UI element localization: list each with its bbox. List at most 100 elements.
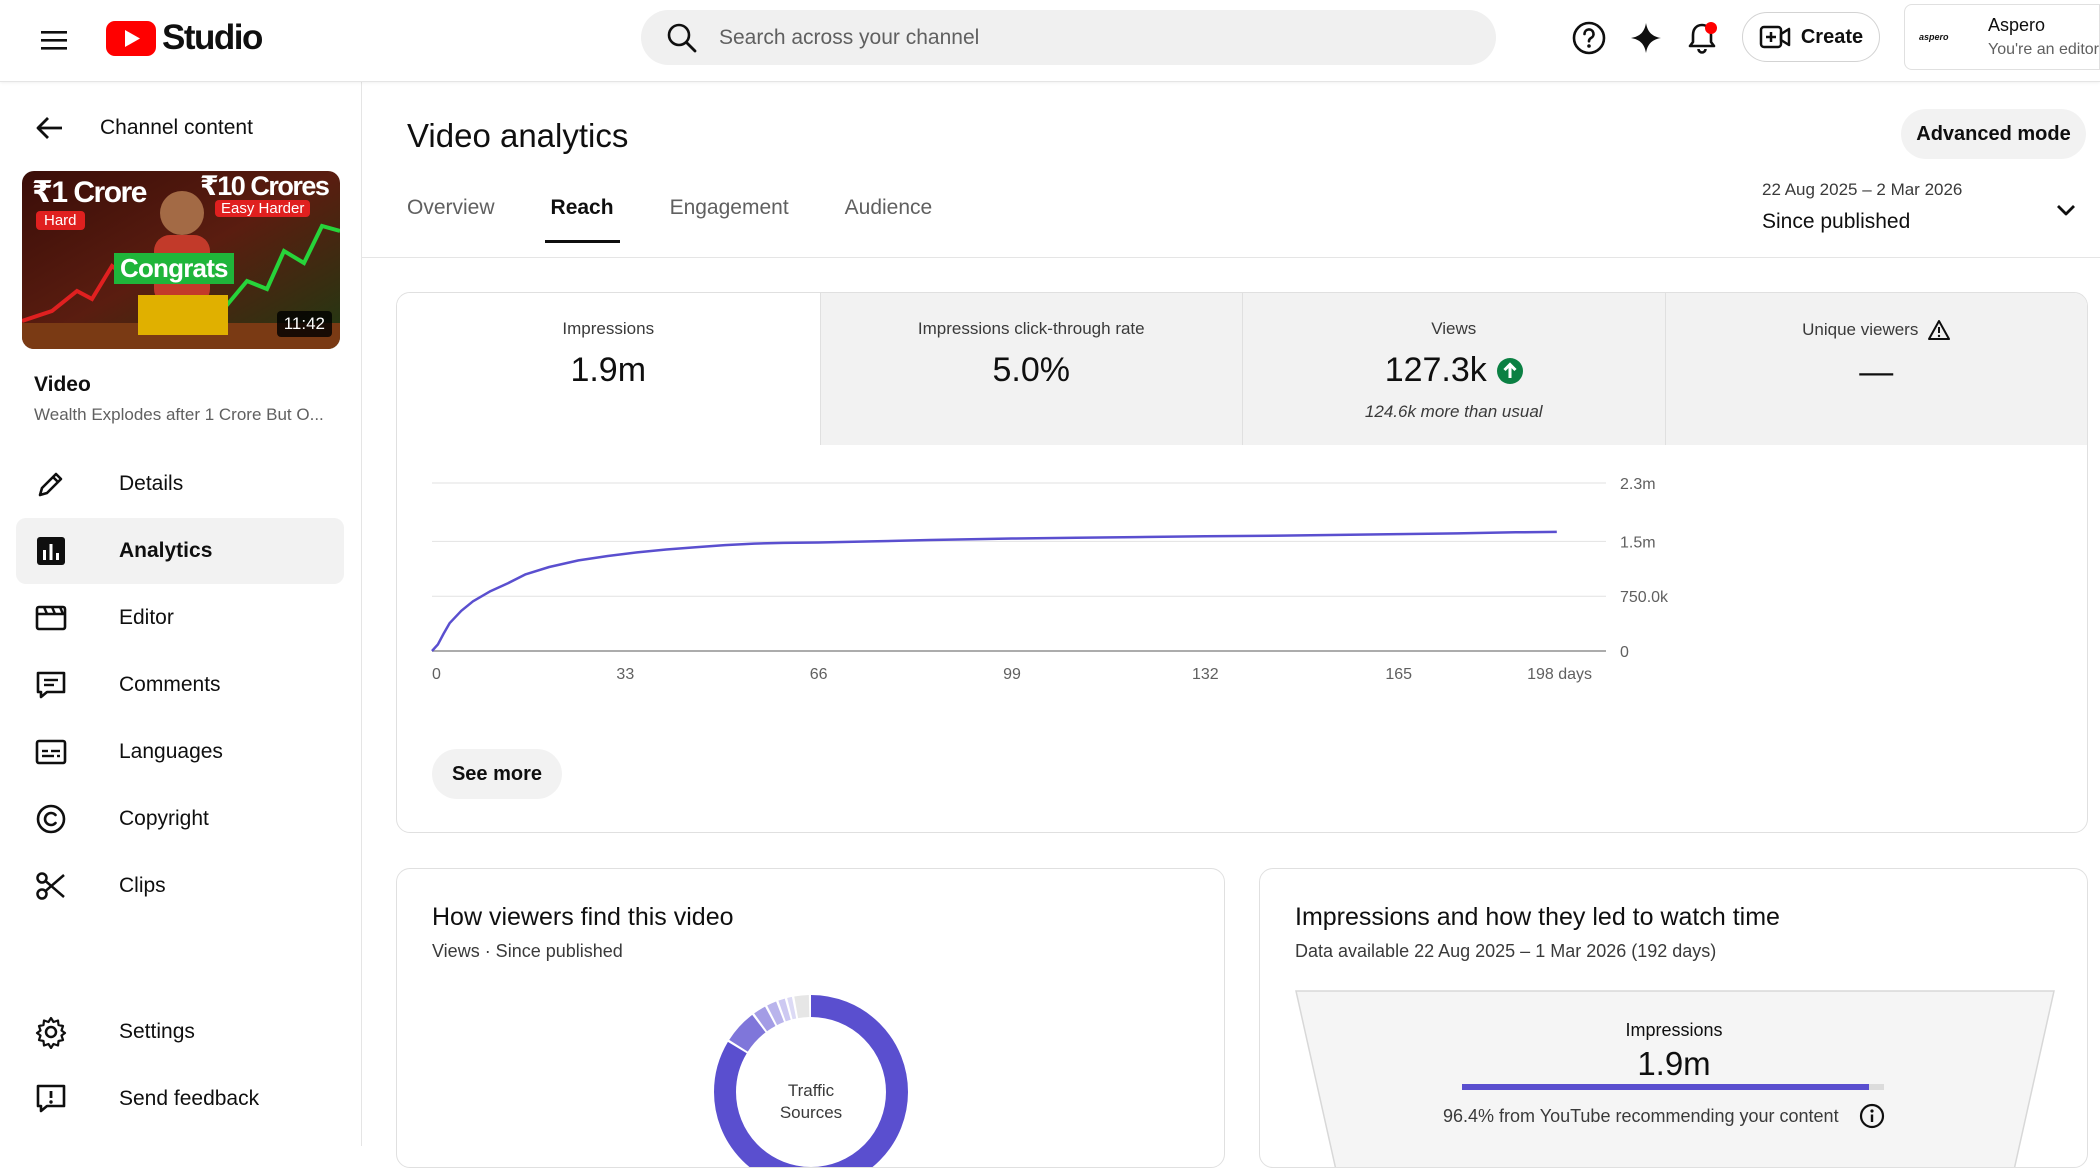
video-duration: 11:42: [276, 311, 332, 337]
impressions-funnel: Impressions 1.9m 96.4% from YouTube reco…: [1295, 990, 2055, 1167]
subtitles-icon: [35, 739, 67, 765]
help-icon[interactable]: [1571, 20, 1607, 56]
y-tick-label: 750.0k: [1620, 589, 1669, 606]
studio-logo[interactable]: Studio: [106, 18, 263, 58]
date-range-label: Since published: [1762, 210, 1911, 233]
thumb-right-price: ₹10 Crores: [200, 171, 330, 201]
sidebar-item-label: Comments: [119, 673, 221, 696]
scissors-icon: [36, 872, 65, 900]
tab-audience[interactable]: Audience: [844, 196, 933, 219]
date-range-dates: 22 Aug 2025 – 2 Mar 2026: [1762, 180, 1963, 199]
sidebar-item-analytics[interactable]: Analytics: [16, 518, 344, 584]
info-icon[interactable]: [1859, 1103, 1885, 1129]
metric-tabs: Impressions 1.9m Impressions click-throu…: [397, 293, 2087, 445]
arrow-back-icon: [36, 117, 62, 139]
search-bar[interactable]: [641, 10, 1496, 65]
sparkle-icon[interactable]: [1628, 20, 1664, 56]
traffic-sources-card: How viewers find this video Views · Sinc…: [396, 868, 1225, 1168]
impressions-chart: 0 750.0k 1.5m 2.3m 0 33 66 99 132 165 198 days: [397, 445, 2087, 735]
sidebar-item-comments[interactable]: Comments: [16, 652, 344, 718]
notifications-bell-icon[interactable]: [1684, 20, 1720, 56]
metric-unique-viewers[interactable]: Unique viewers —: [1664, 293, 2087, 445]
sidebar-item-label: Analytics: [119, 539, 213, 562]
reach-metrics-card: Impressions 1.9m Impressions click-throu…: [396, 292, 2088, 833]
funnel-stage-value: 1.9m: [1637, 1045, 1711, 1082]
y-tick-label: 1.5m: [1620, 534, 1656, 551]
card-title: Impressions and how they led to watch ti…: [1295, 903, 1780, 931]
sidebar-item-languages[interactable]: Languages: [16, 719, 344, 785]
donut-slice[interactable]: [714, 995, 908, 1168]
metric-title: Impressions: [562, 319, 655, 338]
trend-up-icon: [1496, 357, 1523, 384]
tab-reach[interactable]: Reach: [544, 196, 620, 243]
video-thumbnail[interactable]: ₹1 Crore Hard ₹10 Crores Easy Harder Con…: [22, 171, 340, 349]
account-name: Aspero: [1988, 15, 2046, 35]
clapperboard-icon: [35, 605, 67, 631]
chevron-down-icon[interactable]: [2052, 196, 2080, 224]
metric-value: 1.9m: [570, 351, 647, 389]
sidebar-item-label: Send feedback: [119, 1087, 260, 1110]
donut-center-label-line1: Traffic: [788, 1081, 835, 1100]
see-more-button[interactable]: See more: [432, 749, 562, 799]
recommendation-share-bar: [1462, 1084, 1884, 1090]
recommendation-share-fill: [1462, 1084, 1869, 1090]
funnel-note: 96.4% from YouTube recommending your con…: [1443, 1103, 1885, 1129]
sidebar-item-label: Details: [119, 472, 184, 495]
copyright-icon: [36, 804, 66, 834]
date-range-picker[interactable]: 22 Aug 2025 – 2 Mar 2026 Since published: [1762, 180, 1962, 234]
comment-icon: [36, 671, 66, 699]
x-tick-label: 198 days: [1527, 666, 1592, 683]
metric-value: 5.0%: [992, 351, 1071, 389]
page-title: Video analytics: [407, 117, 629, 154]
x-tick-label: 66: [810, 666, 828, 683]
sidebar-item-label: Settings: [119, 1020, 195, 1043]
sidebar-item-label: Editor: [119, 606, 174, 629]
sidebar-item-settings[interactable]: Settings: [16, 999, 344, 1065]
thumb-left-price: ₹1 Crore: [32, 176, 147, 209]
traffic-sources-donut[interactable]: Traffic Sources: [706, 987, 916, 1168]
metric-title: Views: [1431, 319, 1477, 338]
metric-value: —: [1859, 353, 1894, 391]
impressions-funnel-card: Impressions and how they led to watch ti…: [1259, 868, 2088, 1168]
tabs-divider: [362, 257, 2100, 258]
channel-logo: aspero: [1919, 32, 1949, 42]
impressions-series-line[interactable]: [431, 530, 1557, 652]
notification-dot: [1705, 22, 1717, 34]
analytics-tabs: Overview Reach Engagement Audience: [407, 196, 988, 243]
metric-impressions[interactable]: Impressions 1.9m: [397, 293, 820, 445]
sidebar-item-copyright[interactable]: Copyright: [16, 786, 344, 852]
video-title: Wealth Explodes after 1 Crore But O...: [34, 405, 324, 424]
metric-impressions-ctr[interactable]: Impressions click-through rate 5.0%: [819, 293, 1242, 445]
create-video-icon: [1759, 25, 1791, 49]
tab-engagement[interactable]: Engagement: [669, 196, 789, 219]
feedback-icon: [36, 1084, 66, 1113]
thumb-left-tag: Hard: [36, 211, 85, 230]
card-subtitle: Data available 22 Aug 2025 – 1 Mar 2026 …: [1295, 941, 1717, 961]
metric-note: 124.6k more than usual: [1364, 402, 1543, 421]
menu-icon[interactable]: [38, 24, 70, 56]
sidebar-item-label: Clips: [119, 874, 166, 897]
sidebar-item-label: Copyright: [119, 807, 209, 830]
sidebar-item-clips[interactable]: Clips: [16, 853, 344, 919]
account-role: You're an editor: [1988, 41, 2099, 58]
search-input[interactable]: [719, 25, 1419, 50]
metric-title: Unique viewers: [1802, 320, 1919, 339]
x-tick-label: 165: [1385, 666, 1412, 683]
warning-icon[interactable]: [1928, 319, 1951, 341]
y-tick-label: 0: [1620, 644, 1629, 661]
x-tick-label: 132: [1192, 666, 1219, 683]
advanced-mode-button[interactable]: Advanced mode: [1901, 109, 2086, 159]
tab-overview[interactable]: Overview: [407, 196, 495, 219]
metric-views[interactable]: Views 127.3k 124.6k more than usual: [1242, 293, 1665, 445]
youtube-logo-icon: [106, 20, 156, 56]
metric-value: 127.3k: [1384, 351, 1487, 389]
create-button[interactable]: Create: [1742, 12, 1880, 62]
gear-icon: [35, 1016, 67, 1049]
video-label: Video: [34, 373, 91, 396]
donut-center-label-line2: Sources: [780, 1103, 842, 1122]
sidebar-item-editor[interactable]: Editor: [16, 585, 344, 651]
sidebar-item-details[interactable]: Details: [16, 451, 344, 517]
account-switcher[interactable]: aspero Aspero You're an editor: [1904, 4, 2100, 70]
back-to-channel-content[interactable]: Channel content: [34, 112, 253, 144]
sidebar-item-send-feedback[interactable]: Send feedback: [16, 1066, 344, 1132]
